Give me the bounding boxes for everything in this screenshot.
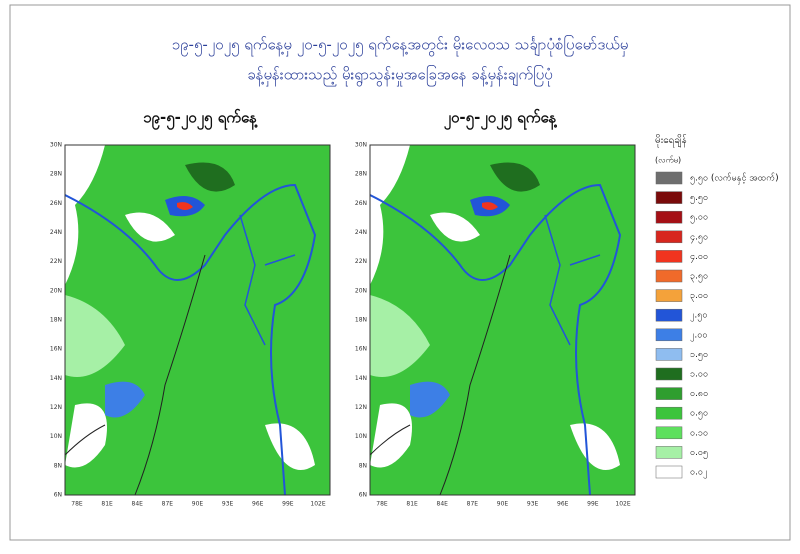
legend-swatch xyxy=(655,465,683,479)
lat-label: 28N xyxy=(50,171,62,178)
lat-label: 22N xyxy=(50,258,62,265)
lat-label: 12N xyxy=(355,404,367,411)
legend-swatch xyxy=(655,328,683,342)
lon-label: 90E xyxy=(192,501,204,508)
lon-label: 99E xyxy=(282,501,294,508)
lat-label: 20N xyxy=(355,287,367,294)
lon-label: 78E xyxy=(71,501,83,508)
lat-label: 20N xyxy=(50,287,62,294)
lon-label: 93E xyxy=(222,501,234,508)
lon-label: 87E xyxy=(467,501,479,508)
lat-label: 26N xyxy=(50,200,62,207)
lon-label: 90E xyxy=(497,501,509,508)
lon-label: 84E xyxy=(437,501,449,508)
legend-swatch xyxy=(655,269,683,283)
legend-label: ၁.၀၀ xyxy=(690,370,708,380)
legend-label: ၅.၅၀ xyxy=(690,193,708,204)
legend-unit: (လက်မ) xyxy=(655,155,681,165)
lon-label: 81E xyxy=(406,501,418,508)
lat-label: 24N xyxy=(355,229,367,236)
lat-label: 10N xyxy=(355,433,367,440)
lat-label: 12N xyxy=(50,404,62,411)
lon-label: 84E xyxy=(132,501,144,508)
legend-label: ၁.၅၀ xyxy=(690,350,708,361)
title-line: ၁၉-၅-၂၀၂၅ ရက်နေ့မှ ၂၀-၅-၂၀၂၅ ရက်နေ့အတွင်… xyxy=(172,35,629,57)
lon-label: 99E xyxy=(587,501,599,508)
legend-swatch xyxy=(655,308,683,322)
lat-label: 18N xyxy=(355,317,367,324)
lat-label: 14N xyxy=(50,375,62,382)
lat-label: 28N xyxy=(355,171,367,178)
legend-swatch xyxy=(655,446,683,459)
legend-label: ၅.၅၀ (လက်မနှင့် အထက်) xyxy=(690,173,779,185)
legend-swatch xyxy=(655,250,683,263)
lat-label: 30N xyxy=(355,142,367,149)
map-frame xyxy=(369,144,636,496)
title-line: ခန့်မှန်းထားသည့် မိုးရွာသွန်းမှုအခြေအနေ … xyxy=(247,65,552,87)
map-image xyxy=(370,145,635,495)
lon-label: 102E xyxy=(310,501,325,508)
legend-label: ၂.၀၀ xyxy=(690,330,707,341)
content: ၁၉-၅-၂၀၂၅ ရက်နေ့မှ ၂၀-၅-၂၀၂၅ ရက်နေ့အတွင်… xyxy=(50,35,779,508)
lat-label: 26N xyxy=(355,200,367,207)
legend-swatch xyxy=(655,191,683,204)
map-title: ၂၀-၅-၂၀၂၅ ရက်နေ့ xyxy=(444,108,558,131)
lat-label: 16N xyxy=(355,346,367,353)
lat-label: 6N xyxy=(54,492,62,499)
legend-label: ၀.၀၅ xyxy=(690,448,708,459)
legend-swatch xyxy=(655,367,683,381)
lon-label: 102E xyxy=(615,501,630,508)
lon-label: 93E xyxy=(527,501,539,508)
lon-label: 87E xyxy=(162,501,174,508)
lat-label: 18N xyxy=(50,317,62,324)
legend-swatch xyxy=(655,171,683,185)
legend-swatch xyxy=(655,406,683,420)
lat-label: 14N xyxy=(355,375,367,382)
legend-swatch xyxy=(655,348,683,361)
lat-label: 10N xyxy=(50,433,62,440)
legend-label: ၀.၀၂ xyxy=(690,468,707,479)
lat-label: 30N xyxy=(50,142,62,149)
frame xyxy=(9,4,791,541)
lat-label: 8N xyxy=(359,462,367,469)
legend-swatch xyxy=(655,210,683,224)
legend-swatch xyxy=(655,387,683,400)
lat-label: 8N xyxy=(54,462,62,469)
legend-swatch xyxy=(655,426,683,440)
lat-label: 22N xyxy=(355,258,367,265)
lat-label: 16N xyxy=(50,346,62,353)
legend-label: ၃.၀၀ xyxy=(690,291,708,302)
lon-label: 96E xyxy=(252,501,264,508)
legend-label: ၂.၅၀ xyxy=(690,311,707,322)
legend-label: ၀.၅၀ xyxy=(690,409,708,420)
legend-swatch xyxy=(655,230,683,244)
lon-label: 78E xyxy=(376,501,388,508)
legend-label: ၃.၅၀ xyxy=(690,272,708,283)
legend-label: ၄.၀၀ xyxy=(690,252,708,263)
legend-label: ၅.၀၀ xyxy=(690,213,708,224)
legend-label: ၀.၈၀ xyxy=(690,389,708,399)
lat-label: 24N xyxy=(50,229,62,236)
map-title: ၁၉-၅-၂၀၂၅ ရက်နေ့ xyxy=(143,108,258,131)
legend-label: ၀.၁၀ xyxy=(690,428,708,438)
legend-label: ၄.၅၀ xyxy=(690,232,708,243)
lon-label: 81E xyxy=(101,501,113,508)
map-image xyxy=(65,145,330,495)
legend-swatch xyxy=(655,289,683,302)
map-frame xyxy=(64,144,331,496)
lon-label: 96E xyxy=(557,501,569,508)
legend-title: မိုးရေချိန် xyxy=(655,133,687,148)
lat-label: 6N xyxy=(359,492,367,499)
